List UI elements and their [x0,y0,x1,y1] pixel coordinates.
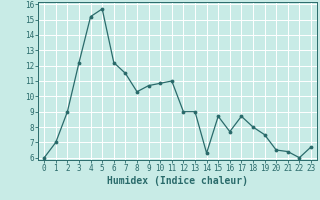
X-axis label: Humidex (Indice chaleur): Humidex (Indice chaleur) [107,176,248,186]
